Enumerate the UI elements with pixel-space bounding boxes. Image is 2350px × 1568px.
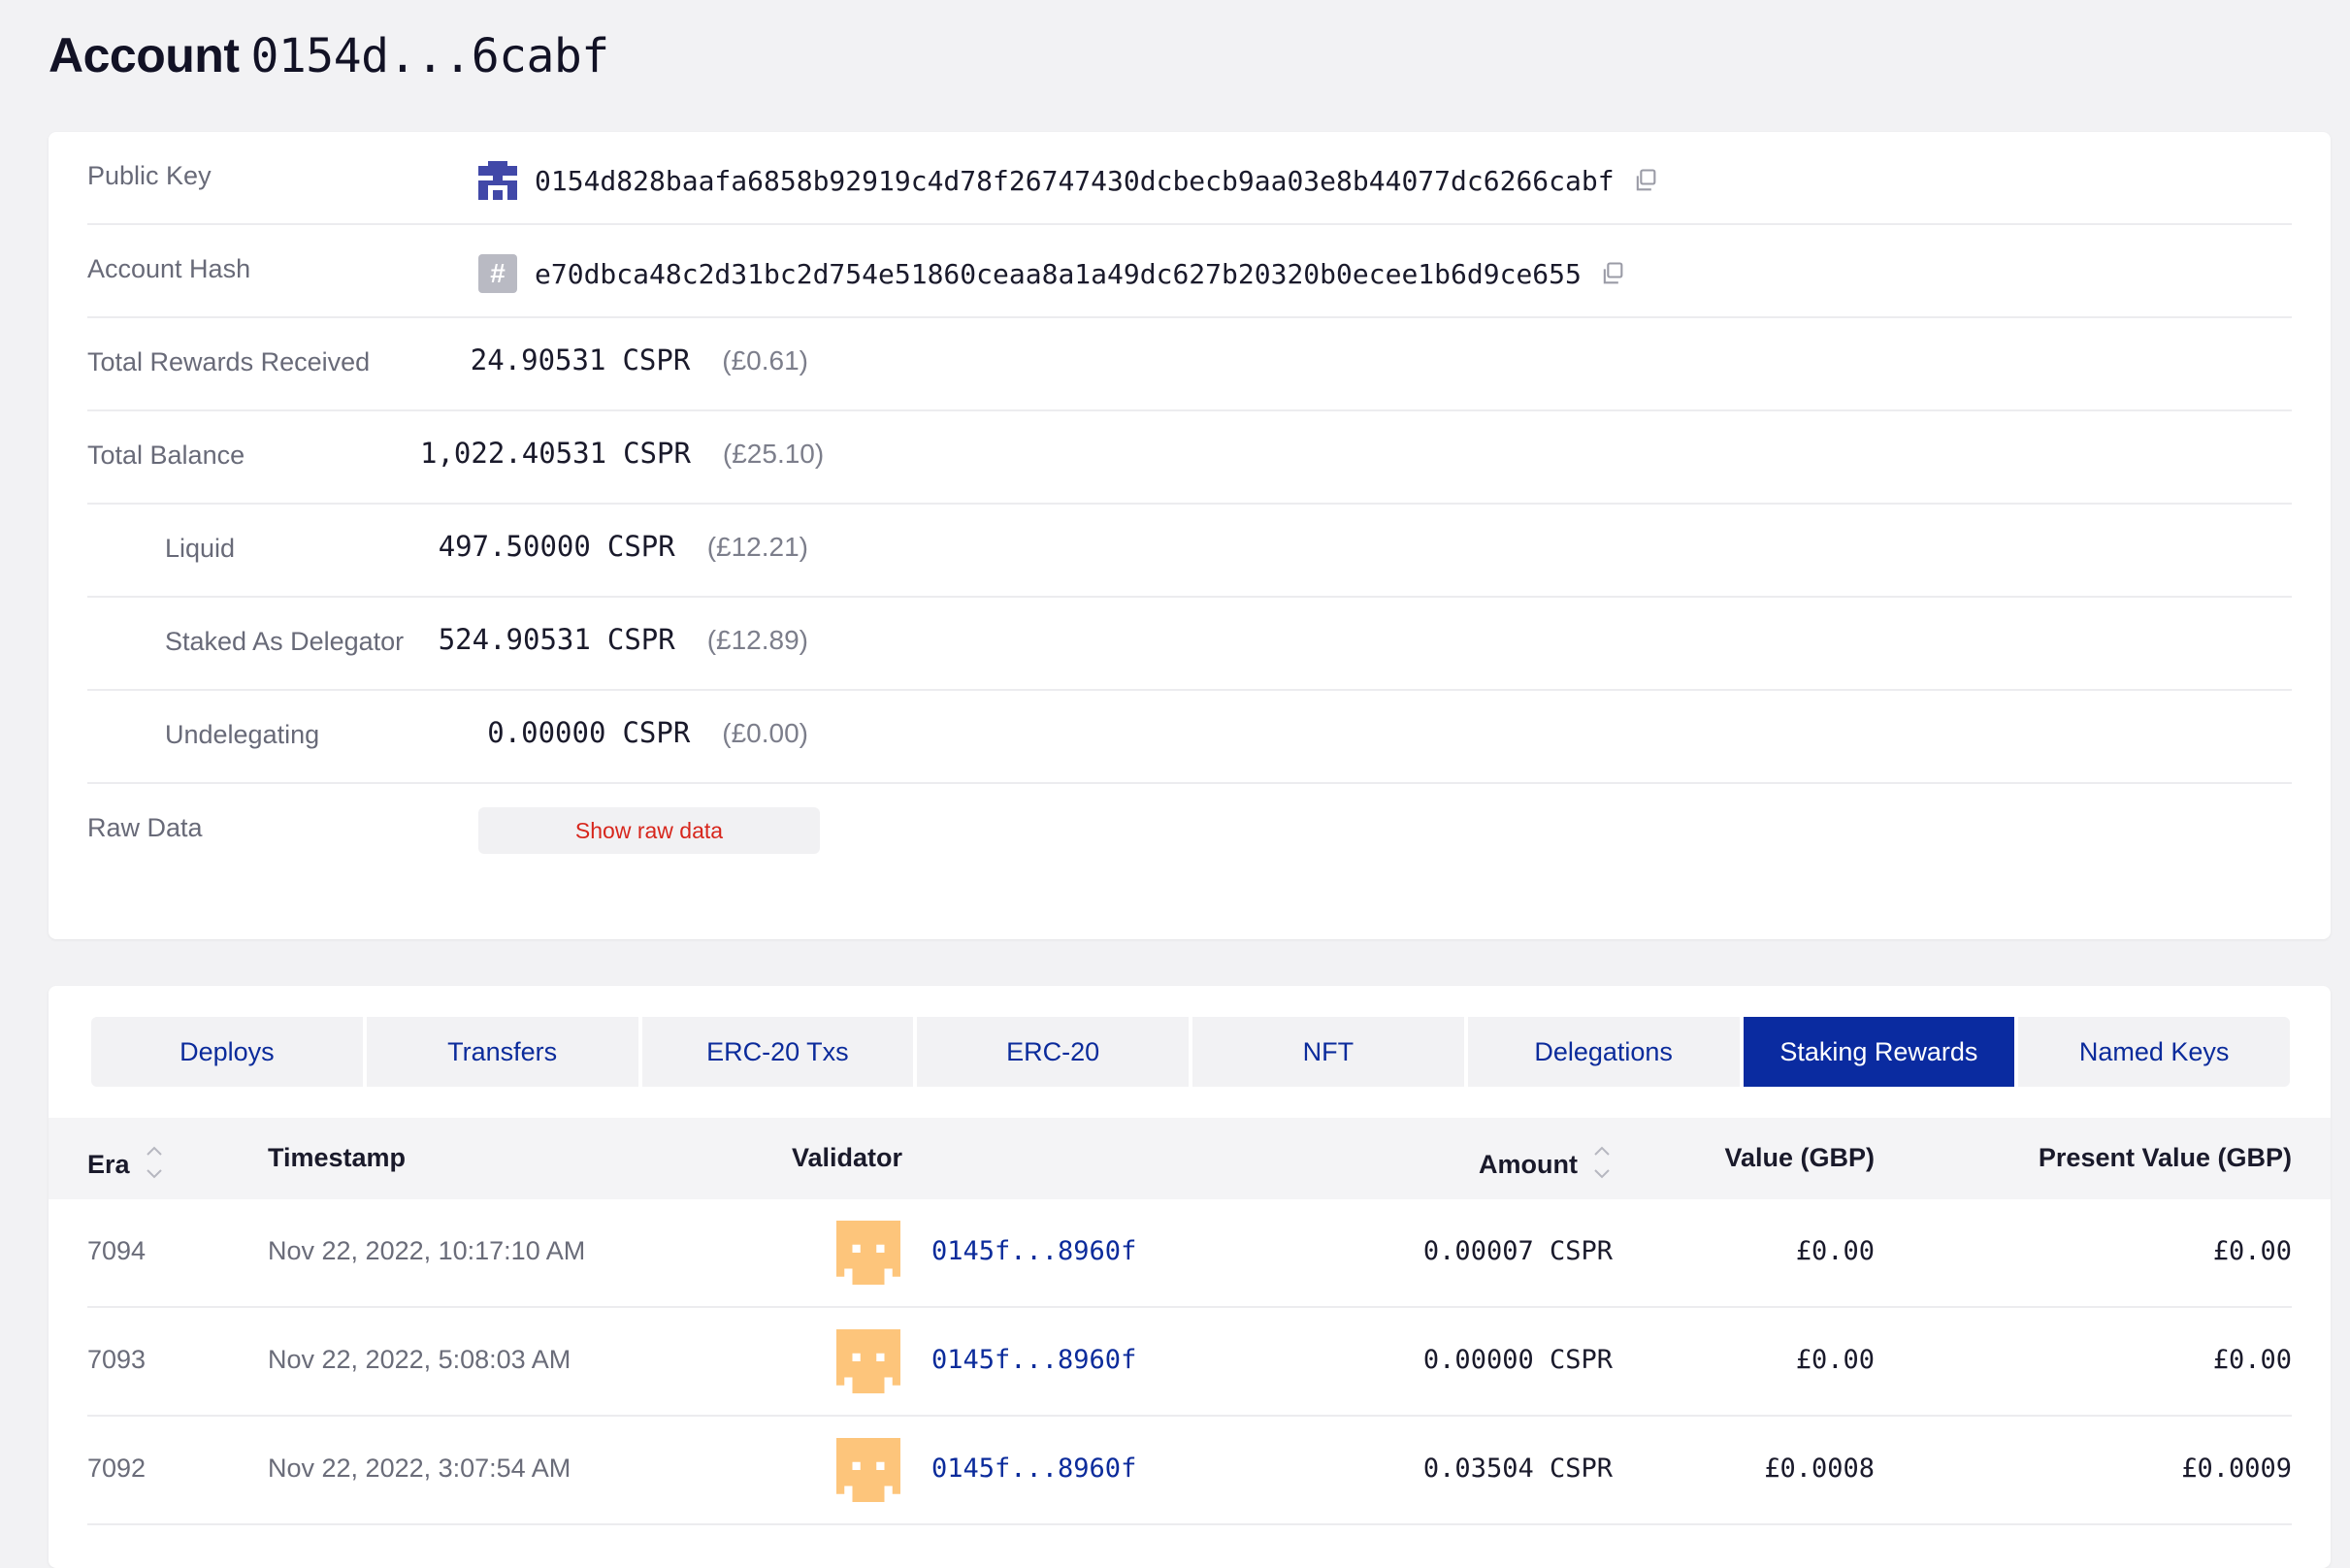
tab-erc20-txs[interactable]: ERC-20 Txs (641, 1017, 914, 1087)
account-hash-label: Account Hash (87, 254, 251, 283)
tab-staking-rewards[interactable]: Staking Rewards (1743, 1017, 2015, 1087)
amount-value: 24.90531 (470, 343, 606, 376)
staked-label: Staked As Delegator (165, 627, 405, 656)
total-balance-amount: 1,022.40531 CSPR (£25.10) (420, 437, 824, 470)
tab-bar: Deploys Transfers ERC-20 Txs ERC-20 NFT … (91, 1017, 2290, 1087)
column-amount-label: Amount (1479, 1149, 1578, 1179)
hash-icon: # (478, 254, 517, 293)
tab-nft[interactable]: NFT (1192, 1017, 1464, 1087)
amount-fiat: (£25.10) (722, 439, 825, 469)
account-hash-row: Account Hash # e70dbca48c2d31bc2d754e518… (87, 225, 2292, 318)
validator-link[interactable]: 0145f...8960f (931, 1236, 1137, 1266)
total-rewards-row: Total Rewards Received 24.90531 CSPR (£0… (87, 318, 2292, 411)
total-rewards-label: Total Rewards Received (87, 347, 371, 376)
staked-row: Staked As Delegator 524.90531 CSPR (£12.… (87, 598, 2292, 691)
account-info-card: Public Key 0154d828baafa6858b92919c4d78f… (49, 132, 2331, 939)
total-balance-label: Total Balance (87, 441, 245, 470)
sort-icon[interactable] (1591, 1139, 1613, 1186)
column-present-value: Present Value (GBP) (2038, 1143, 2292, 1172)
validator-avatar-icon (836, 1221, 900, 1285)
tab-transfers[interactable]: Transfers (366, 1017, 638, 1087)
amount-fiat: (£12.89) (706, 625, 808, 655)
copy-icon[interactable] (1632, 167, 1659, 194)
undelegating-amount: 0.00000 CSPR (£0.00) (420, 716, 808, 749)
tab-erc20[interactable]: ERC-20 (917, 1017, 1189, 1087)
total-balance-row: Total Balance 1,022.40531 CSPR (£25.10) (87, 411, 2292, 505)
liquid-row: Liquid 497.50000 CSPR (£12.21) (87, 505, 2292, 598)
column-timestamp: Timestamp (268, 1143, 407, 1172)
amount-value: 1,022.40531 (420, 437, 607, 470)
liquid-amount: 497.50000 CSPR (£12.21) (420, 530, 808, 563)
present-value-cell: £0.00 (2212, 1236, 2292, 1266)
era-cell: 7094 (87, 1236, 147, 1265)
amount-unit: CSPR (606, 623, 675, 656)
value-cell: £0.00 (1795, 1345, 1875, 1375)
public-key-text: 0154d828baafa6858b92919c4d78f26747430dcb… (535, 164, 1615, 197)
page-title: Account 0154d...6cabf (49, 27, 609, 83)
undelegating-row: Undelegating 0.00000 CSPR (£0.00) (87, 691, 2292, 784)
amount-unit: CSPR (622, 343, 691, 376)
raw-data-label: Raw Data (87, 813, 203, 842)
amount-cell: 0.00000 CSPR (1422, 1345, 1613, 1375)
tab-deploys[interactable]: Deploys (91, 1017, 363, 1087)
account-hash-value: # e70dbca48c2d31bc2d754e51860ceaa8a1a49d… (478, 254, 1626, 293)
timestamp-cell: Nov 22, 2022, 3:07:54 AM (268, 1454, 571, 1483)
show-raw-data-button[interactable]: Show raw data (478, 807, 820, 854)
sort-icon[interactable] (144, 1139, 165, 1186)
table-row: 7093 Nov 22, 2022, 5:08:03 AM 0145f...89… (87, 1308, 2292, 1417)
account-hash-text: e70dbca48c2d31bc2d754e51860ceaa8a1a49dc6… (535, 257, 1582, 290)
amount-unit: CSPR (622, 716, 691, 749)
table-row: 7092 Nov 22, 2022, 3:07:54 AM 0145f...89… (87, 1417, 2292, 1525)
validator-avatar-icon (836, 1329, 900, 1393)
era-cell: 7093 (87, 1345, 147, 1374)
public-key-label: Public Key (87, 161, 212, 190)
amount-value: 0.00000 (487, 716, 606, 749)
validator-link[interactable]: 0145f...8960f (931, 1454, 1137, 1484)
raw-data-row: Raw Data Show raw data (87, 784, 2292, 877)
table-row: 7094 Nov 22, 2022, 10:17:10 AM 0145f...8… (87, 1199, 2292, 1308)
timestamp-cell: Nov 22, 2022, 10:17:10 AM (268, 1236, 586, 1265)
amount-unit: CSPR (623, 437, 691, 470)
amount-cell: 0.03504 CSPR (1422, 1454, 1613, 1484)
validator-avatar-icon (836, 1438, 900, 1502)
public-key-row: Public Key 0154d828baafa6858b92919c4d78f… (87, 132, 2292, 225)
copy-icon[interactable] (1599, 260, 1626, 287)
validator-link[interactable]: 0145f...8960f (931, 1345, 1137, 1375)
undelegating-label: Undelegating (165, 720, 320, 749)
column-era[interactable]: Era (87, 1143, 165, 1186)
present-value-cell: £0.00 (2212, 1345, 2292, 1375)
column-value: Value (GBP) (1724, 1143, 1875, 1172)
column-era-label: Era (87, 1149, 130, 1179)
amount-fiat: (£0.00) (722, 718, 808, 748)
era-cell: 7092 (87, 1454, 147, 1483)
present-value-cell: £0.0009 (2181, 1454, 2292, 1484)
page-title-label: Account (49, 28, 240, 82)
amount-fiat: (£0.61) (722, 345, 808, 376)
tab-delegations[interactable]: Delegations (1467, 1017, 1740, 1087)
staked-amount: 524.90531 CSPR (£12.89) (420, 623, 808, 656)
amount-fiat: (£12.21) (706, 532, 808, 562)
amount-cell: 0.00007 CSPR (1422, 1236, 1613, 1266)
liquid-label: Liquid (165, 534, 236, 563)
table-header: Era Timestamp Validator Amount Value (GB… (49, 1118, 2331, 1199)
column-amount[interactable]: Amount (1479, 1143, 1613, 1186)
amount-value: 524.90531 (438, 623, 591, 656)
amount-unit: CSPR (606, 530, 675, 563)
identicon-icon (478, 161, 517, 200)
staking-rewards-card: Deploys Transfers ERC-20 Txs ERC-20 NFT … (49, 986, 2331, 1568)
value-cell: £0.0008 (1764, 1454, 1875, 1484)
amount-value: 497.50000 (438, 530, 591, 563)
column-validator: Validator (792, 1143, 903, 1172)
total-rewards-amount: 24.90531 CSPR (£0.61) (420, 343, 808, 376)
account-hash-short: 0154d...6cabf (250, 29, 610, 83)
timestamp-cell: Nov 22, 2022, 5:08:03 AM (268, 1345, 571, 1374)
tab-named-keys[interactable]: Named Keys (2018, 1017, 2290, 1087)
public-key-value: 0154d828baafa6858b92919c4d78f26747430dcb… (478, 161, 1659, 200)
value-cell: £0.00 (1795, 1236, 1875, 1266)
